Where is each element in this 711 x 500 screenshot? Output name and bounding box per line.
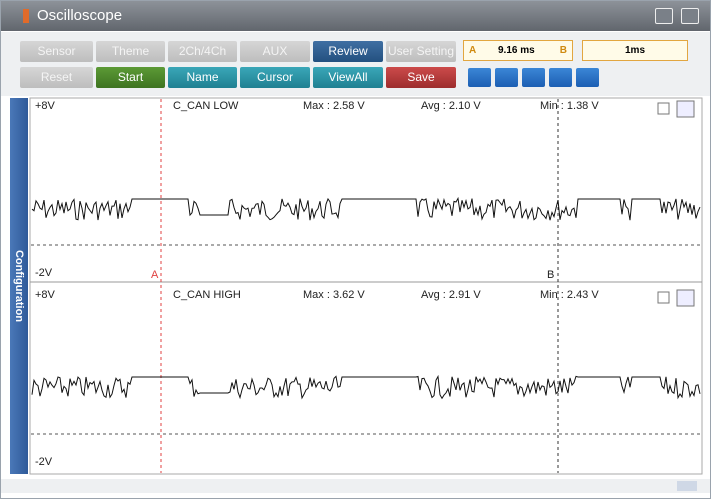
minimize-button[interactable] — [655, 8, 673, 24]
scale-bottom: -2V — [35, 267, 53, 279]
channel-name: C_CAN HIGH — [173, 289, 241, 301]
cursor-b-label: B — [559, 45, 567, 56]
scrollbar[interactable] — [1, 479, 710, 493]
cursor-a-label: A — [469, 45, 477, 56]
title-bar: Oscilloscope — [1, 1, 710, 31]
min-value: Min : 1.38 V — [540, 100, 599, 112]
expand-button[interactable] — [676, 289, 695, 307]
plot-frame — [29, 97, 703, 475]
waveform — [31, 196, 701, 221]
toolbar-button[interactable]: Sensor — [20, 41, 93, 62]
cursor-delta: 9.16 ms — [498, 45, 535, 56]
waveform — [31, 374, 701, 400]
toolbar-button[interactable]: Review — [313, 41, 383, 62]
checkbox[interactable] — [657, 102, 670, 115]
scale-top: +8V — [35, 289, 56, 301]
toolbar-button[interactable]: ViewAll — [313, 67, 383, 88]
avg-value: Avg : 2.10 V — [421, 100, 481, 112]
scale-top: +8V — [35, 100, 56, 112]
max-value: Max : 3.62 V — [303, 289, 365, 301]
toolbar-button[interactable]: Reset — [20, 67, 93, 88]
toolbar-button[interactable]: Cursor — [240, 67, 310, 88]
toolbar-button[interactable]: Theme — [96, 41, 165, 62]
nav-stop[interactable] — [522, 68, 545, 87]
cursor-readout: A 9.16 ms B — [463, 40, 573, 61]
toolbar-button[interactable]: Start — [96, 67, 165, 88]
scale-bottom: -2V — [35, 456, 53, 468]
cursor-a-marker: A — [151, 269, 159, 281]
configuration-tab[interactable]: Configuration — [10, 98, 28, 474]
nav-next[interactable] — [549, 68, 572, 87]
menu-button[interactable] — [681, 8, 699, 24]
time-div-value: 1ms — [624, 45, 645, 56]
nav-last[interactable] — [576, 68, 599, 87]
toolbar: A 9.16 ms B 1ms Sensor Theme 2Ch/4Ch AUX Rev… — [1, 32, 710, 96]
scroll-thumb[interactable] — [677, 481, 697, 491]
channel-name: C_CAN LOW — [173, 100, 239, 112]
toolbar-button[interactable]: 2Ch/4Ch — [168, 41, 237, 62]
toolbar-button[interactable]: AUX — [240, 41, 310, 62]
toolbar-button[interactable]: Name — [168, 67, 237, 88]
min-value: Min : 2.43 V — [540, 289, 599, 301]
toolbar-button[interactable]: Save — [386, 67, 456, 88]
nav-prev[interactable] — [495, 68, 518, 87]
cursor-b-marker: B — [547, 269, 554, 281]
time-div[interactable]: 1ms — [582, 40, 688, 61]
checkbox[interactable] — [657, 291, 670, 304]
max-value: Max : 2.58 V — [303, 100, 365, 112]
app-icon — [23, 9, 29, 23]
expand-button[interactable] — [676, 100, 695, 118]
nav-first[interactable] — [468, 68, 491, 87]
window-title: Oscilloscope — [37, 7, 123, 24]
toolbar-button[interactable]: User Setting — [386, 41, 456, 62]
configuration-label: Configuration — [13, 249, 25, 323]
avg-value: Avg : 2.91 V — [421, 289, 481, 301]
